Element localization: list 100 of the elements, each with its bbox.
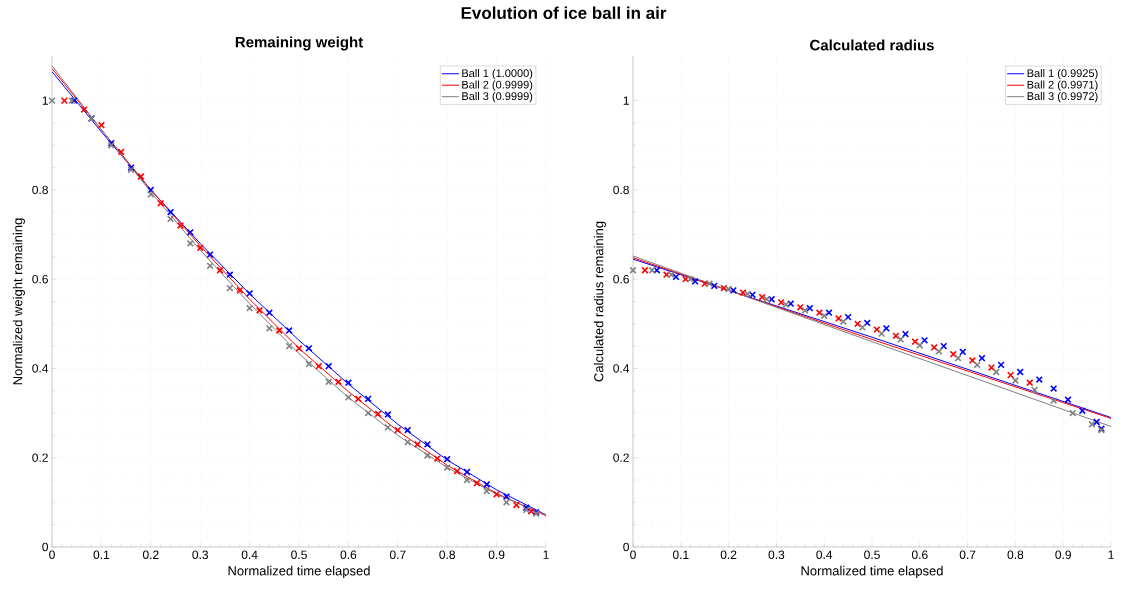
x-tick-label: 0.6: [340, 550, 357, 560]
point: [882, 324, 890, 332]
point: [265, 309, 273, 317]
point: [858, 323, 867, 332]
point: [236, 286, 244, 294]
point: [973, 361, 981, 369]
chart-title: Calculated radius: [810, 39, 934, 51]
point: [463, 468, 471, 476]
point: [705, 280, 714, 288]
point: [344, 379, 353, 387]
x-axis-title: Normalized time elapsed: [801, 565, 943, 578]
point: [672, 273, 680, 281]
x-tick-label: 0.4: [241, 550, 258, 560]
point: [463, 476, 471, 484]
point: [667, 271, 675, 279]
x-tick-label: 0.5: [291, 550, 307, 560]
point: [344, 393, 353, 402]
y-tick-label: 0.4: [32, 364, 49, 373]
x-tick-label: 0.9: [488, 550, 505, 560]
x-tick-label: 0.9: [1055, 550, 1071, 560]
point: [473, 479, 481, 487]
point: [897, 335, 905, 344]
point: [1011, 376, 1020, 385]
y-tick-label: 1: [623, 96, 629, 105]
point: [978, 354, 986, 362]
point: [157, 199, 165, 207]
legend-label: Ball 3 (0.9999): [462, 91, 533, 103]
y-axis-title: Normalized weight remaining: [12, 218, 25, 385]
point: [413, 440, 422, 448]
y-tick-label: 0.8: [32, 185, 48, 195]
point: [245, 289, 254, 298]
legend-label: Ball 1 (1.0000): [462, 69, 533, 80]
legend-label: Ball 1 (0.9925): [1027, 69, 1098, 80]
point: [1035, 375, 1043, 384]
chart-title: Remaining weight: [235, 36, 363, 51]
x-tick-label: 0.1: [93, 550, 110, 560]
point: [423, 451, 432, 460]
y-tick-label: 0.2: [32, 453, 48, 462]
point: [997, 361, 1005, 369]
point: [60, 97, 68, 105]
point: [758, 293, 766, 301]
y-tick-label: 1: [42, 96, 48, 105]
point: [815, 309, 824, 317]
point: [492, 490, 501, 498]
point: [186, 239, 194, 248]
legend-label: Ball 2 (0.9971): [1027, 80, 1098, 91]
point: [839, 317, 847, 326]
x-tick-label: 0.3: [768, 550, 785, 560]
point: [364, 395, 372, 403]
point: [315, 362, 323, 370]
point: [186, 228, 194, 236]
point: [502, 492, 511, 501]
point: [710, 282, 718, 290]
x-tick-label: 0.6: [911, 550, 928, 560]
x-tick-label: 0.3: [192, 550, 209, 560]
point: [834, 314, 843, 323]
x-tick-label: 1: [1108, 550, 1114, 559]
y-tick-label: 0.6: [32, 274, 48, 284]
point: [364, 409, 372, 417]
point: [877, 330, 886, 338]
point: [285, 342, 293, 350]
point: [959, 348, 967, 356]
point: [354, 395, 362, 403]
point: [374, 410, 382, 418]
point: [433, 454, 441, 463]
point: [987, 363, 996, 372]
point: [916, 341, 924, 349]
point: [1088, 420, 1096, 428]
point: [763, 295, 771, 303]
x-tick-label: 0.5: [864, 550, 880, 560]
x-tick-label: 0.4: [816, 550, 833, 560]
point: [483, 487, 491, 495]
x-tick-label: 0.2: [720, 550, 737, 560]
x-tick-label: 0.1: [672, 550, 689, 560]
y-axis-title: Calculated radius remaining: [593, 221, 606, 382]
y-tick-label: 0.6: [613, 274, 629, 284]
point: [820, 312, 828, 320]
x-tick-label: 0.8: [1007, 550, 1024, 560]
point: [117, 148, 125, 156]
text: Evolution of ice ball in air: [461, 6, 667, 20]
x-tick-label: 0.8: [439, 550, 456, 560]
point: [1026, 379, 1034, 387]
point: [806, 304, 814, 312]
x-tick-label: 0.2: [142, 550, 159, 560]
y-tick-label: 0: [42, 542, 49, 552]
point: [796, 303, 804, 311]
x-axis-title: Normalized time elapsed: [228, 565, 370, 578]
point: [1050, 396, 1058, 405]
point: [255, 306, 264, 315]
legend-label: Ball 2 (0.9999): [462, 80, 533, 91]
legend-label: Ball 3 (0.9972): [1027, 91, 1098, 103]
point: [453, 467, 461, 475]
point: [648, 266, 656, 274]
point: [1050, 384, 1058, 393]
y-tick-label: 0: [623, 542, 630, 552]
y-tick-label: 0.2: [613, 453, 629, 462]
point: [176, 221, 185, 230]
point: [226, 284, 234, 292]
x-tick-label: 0.7: [959, 550, 976, 560]
point: [265, 324, 273, 332]
